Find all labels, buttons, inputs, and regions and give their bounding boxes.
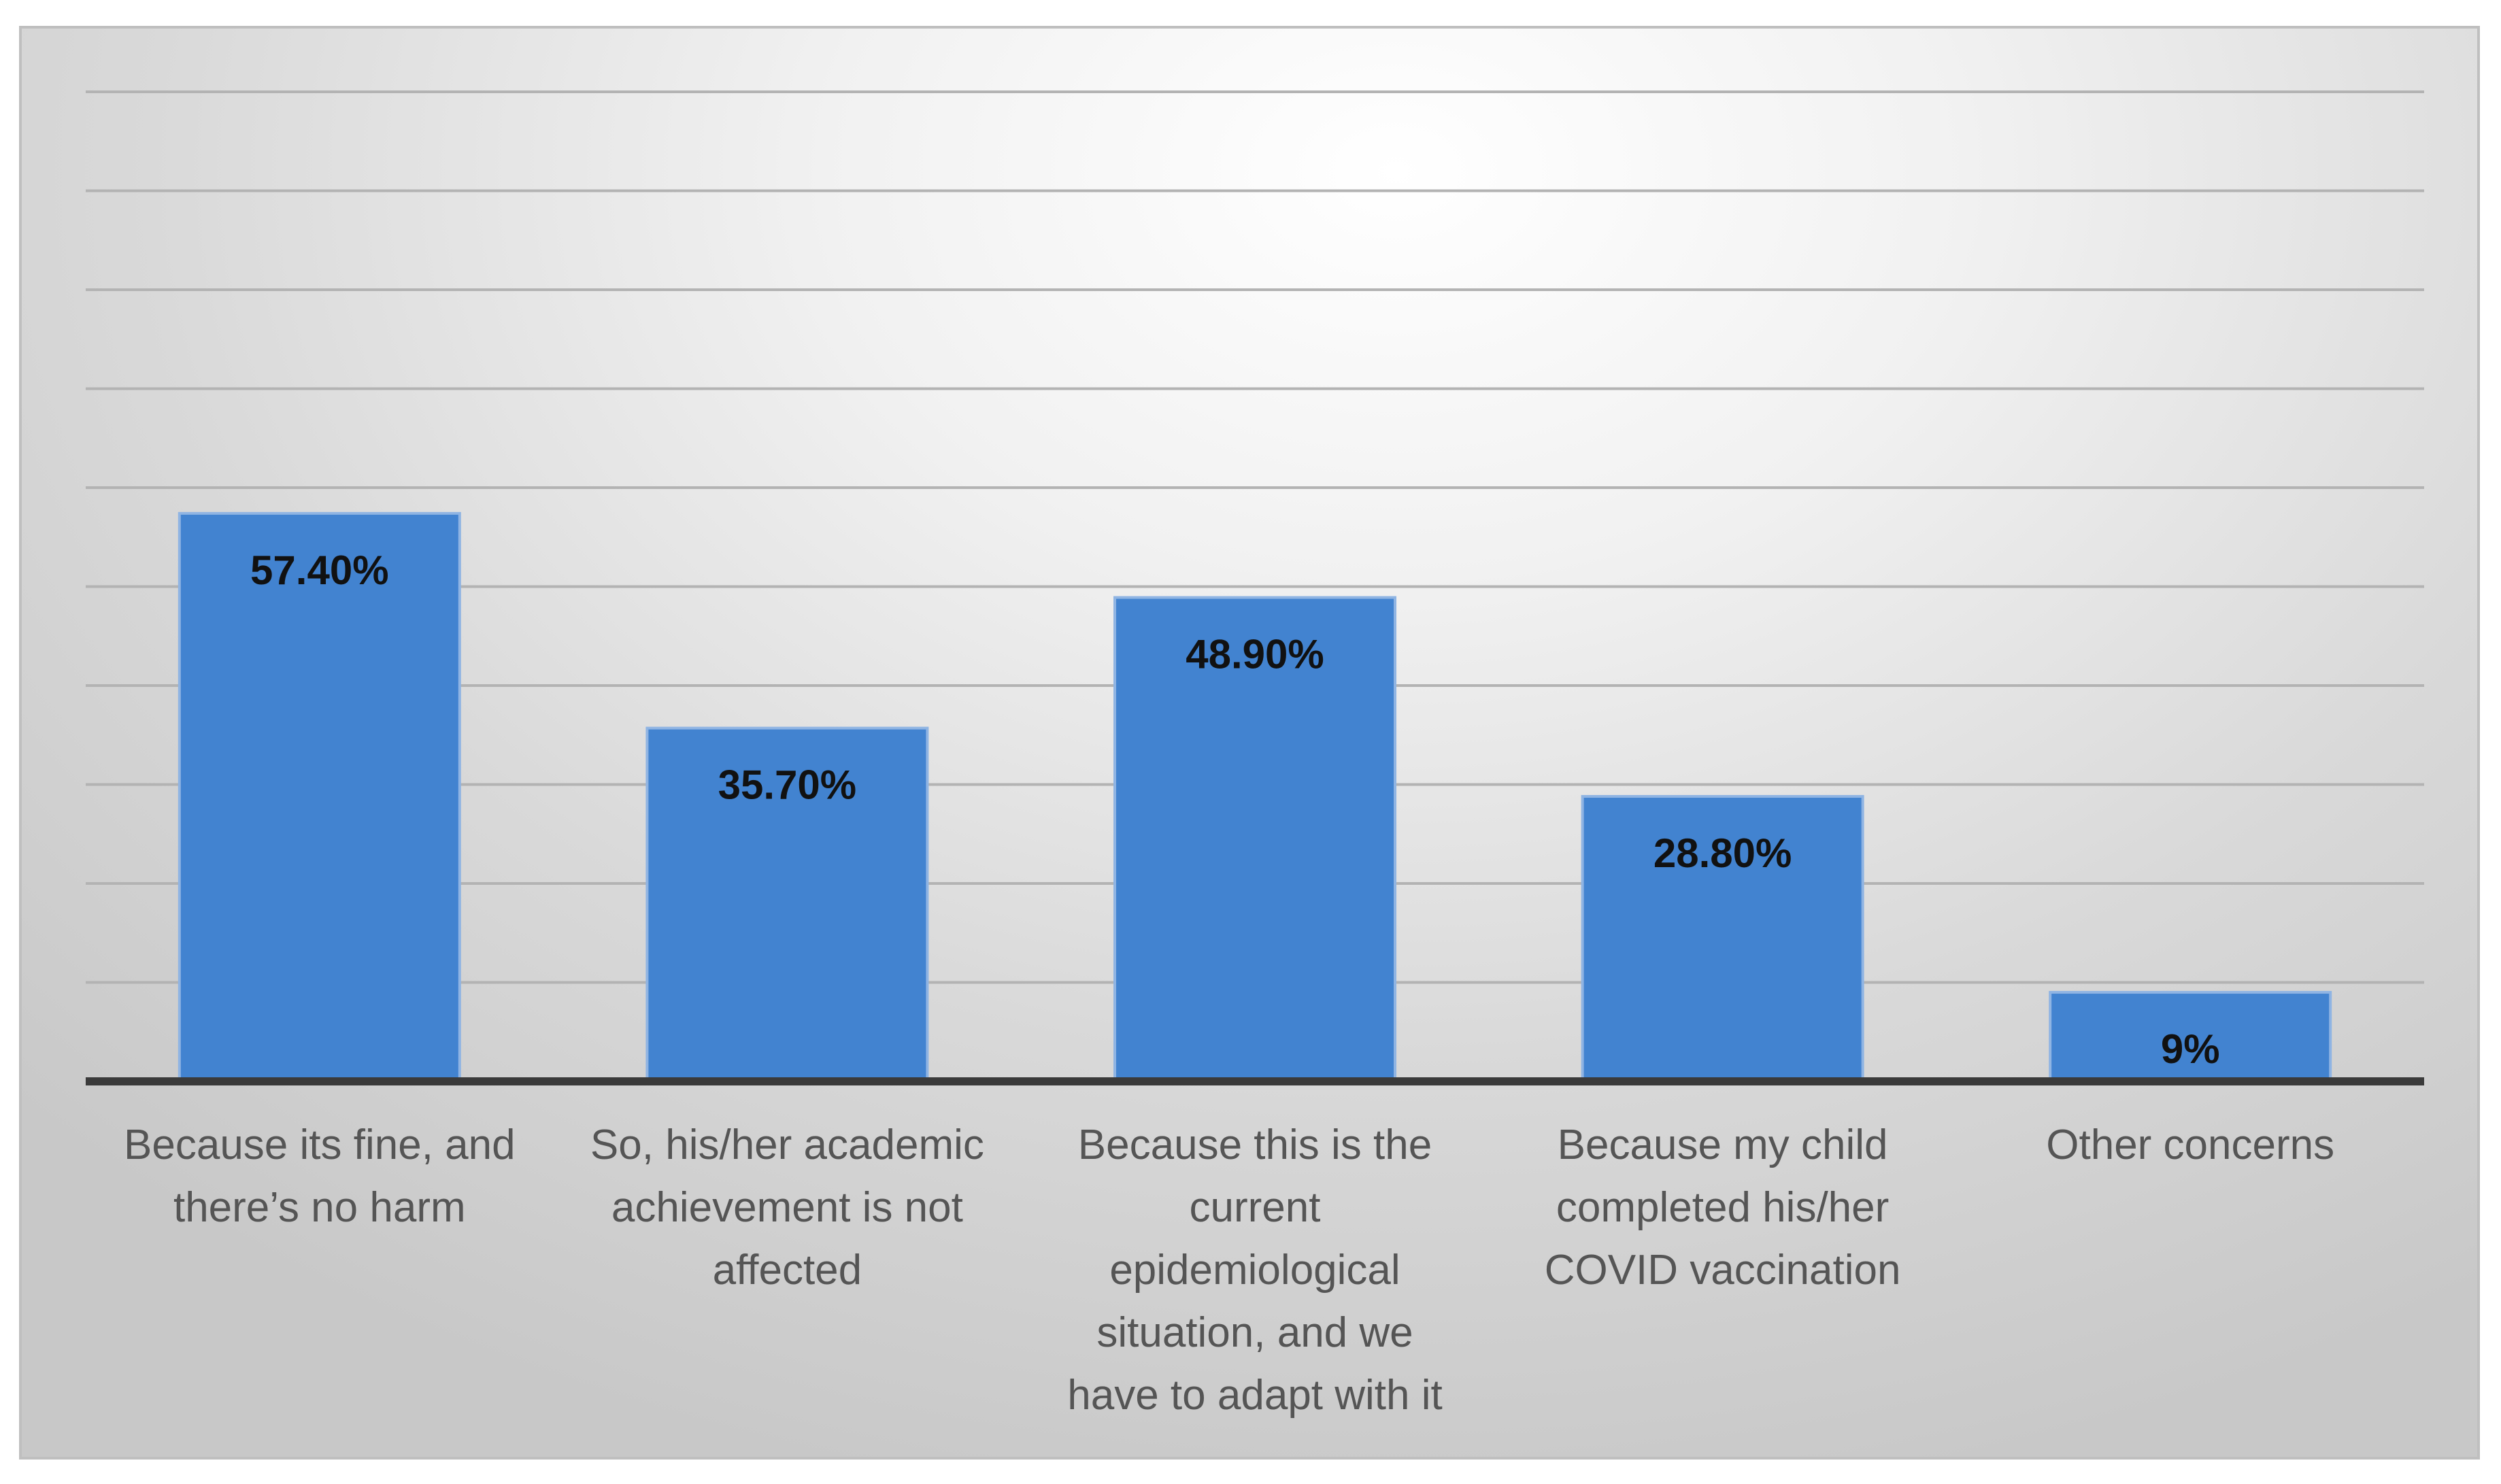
data-label: 35.70% [718, 762, 857, 808]
category-label: situation, and we [1096, 1309, 1413, 1356]
bar [178, 511, 461, 1083]
bar-chart: 57.40% Because its fine, and there’s no ha… [86, 90, 2424, 1419]
category-label: affected [713, 1247, 862, 1294]
category-label: epidemiological [1109, 1247, 1400, 1294]
bar [2049, 991, 2332, 1083]
chart-area: 57.40% Because its fine, and there’s no ha… [19, 26, 2480, 1460]
category-label: Because this is the [1078, 1122, 1432, 1168]
category-label: there’s no harm [173, 1184, 466, 1231]
category-label: Because its fine, and [124, 1122, 516, 1168]
category-label: current [1190, 1184, 1321, 1231]
bar [645, 726, 929, 1083]
category-label: achievement is not [611, 1184, 963, 1231]
category-label: completed his/her [1556, 1184, 1889, 1231]
category-label: Because my child [1558, 1122, 1888, 1168]
data-label: 28.80% [1654, 830, 1792, 876]
category-label: So, his/her academic [590, 1122, 984, 1168]
category-label: have to adapt with it [1067, 1372, 1442, 1419]
data-label: 9% [2161, 1026, 2220, 1072]
category-label: COVID vaccination [1545, 1247, 1901, 1294]
data-label: 48.90% [1186, 632, 1324, 677]
bar [1113, 596, 1396, 1083]
data-label: 57.40% [250, 547, 389, 593]
category-label: Other concerns [2046, 1122, 2334, 1168]
